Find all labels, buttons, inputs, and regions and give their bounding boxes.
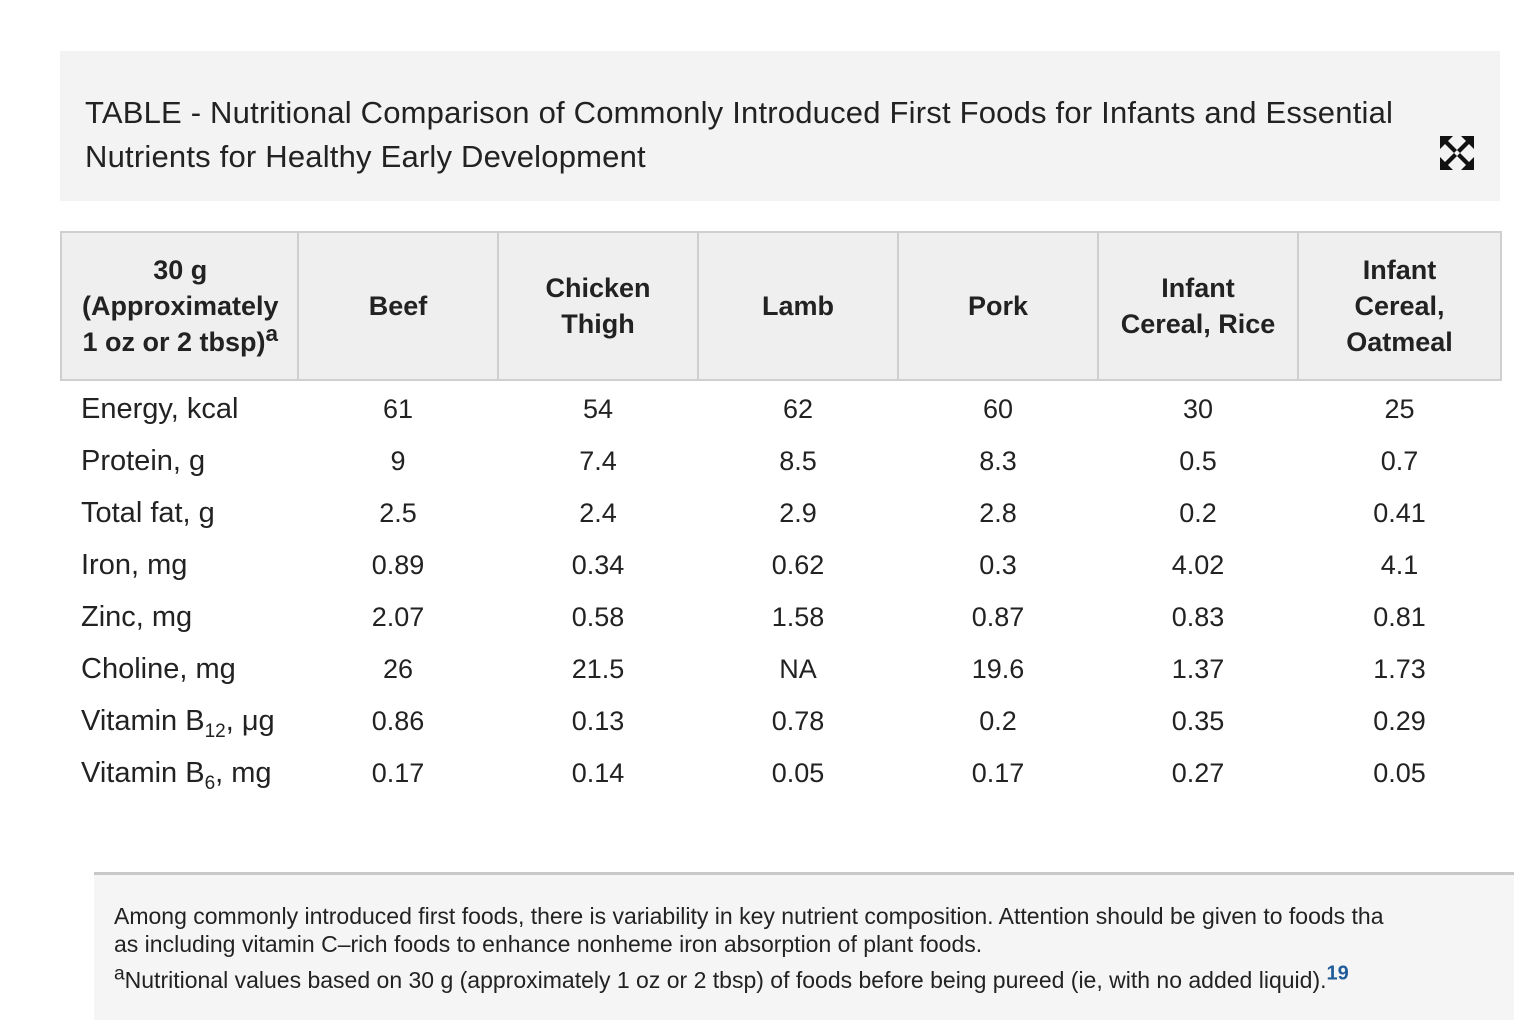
- footnote-note-text: Nutritional values based on 30 g (approx…: [124, 967, 1327, 993]
- table-row: Choline, mg 26 21.5 NA 19.6 1.37 1.73: [61, 643, 1501, 695]
- table-cell: 62: [782, 393, 814, 424]
- row-label: Iron, mg: [81, 548, 188, 581]
- row-label: Choline, mg: [81, 652, 236, 685]
- table-cell: 25: [1384, 393, 1415, 424]
- footnote-marker: a: [265, 321, 279, 346]
- header-lamb: Lamb: [697, 231, 899, 381]
- table-cell: 0.05: [1373, 757, 1426, 788]
- table-cell: 0.34: [571, 549, 625, 580]
- table-cell: 0.29: [1373, 705, 1426, 736]
- table-cell: 2.9: [779, 497, 817, 528]
- table-cell: 30: [1182, 393, 1214, 424]
- table-header-row: 30 g (Approximately 1 oz or 2 tbsp)a Bee…: [60, 231, 1502, 381]
- table-row: Energy, kcal 61 54 62 60 30 25: [61, 380, 1501, 435]
- table-cell: 26: [382, 653, 414, 684]
- header-serving-line3: 1 oz or 2 tbsp): [82, 327, 266, 357]
- header-infant-cereal-rice: Infant Cereal, Rice: [1097, 231, 1299, 381]
- table-cell: 19.6: [971, 653, 1025, 684]
- header-serving-size: 30 g (Approximately 1 oz or 2 tbsp)a: [60, 231, 299, 381]
- table-cell: 0.3: [979, 549, 1017, 580]
- table-cell: 0.86: [371, 705, 425, 736]
- header-beef: Beef: [297, 231, 499, 381]
- row-label: Vitamin B12, μg: [81, 704, 275, 742]
- footnote-description: Among commonly introduced first foods, t…: [114, 902, 1514, 958]
- footnote-note: aNutritional values based on 30 g (appro…: [114, 963, 1349, 994]
- header-pork: Pork: [897, 231, 1099, 381]
- table-cell: 2.4: [579, 497, 617, 528]
- header-chicken-thigh: Chicken Thigh: [497, 231, 699, 381]
- row-label: Protein, g: [81, 444, 206, 477]
- table-cell: 0.27: [1171, 757, 1225, 788]
- header-serving-line1: 30 g: [153, 255, 208, 285]
- table-cell: 2.07: [371, 601, 425, 632]
- table-cell: 0.41: [1373, 497, 1426, 528]
- table-row: Vitamin B12, μg 0.86 0.13 0.78 0.2 0.35 0.29: [61, 695, 1501, 747]
- table-cell: 8.5: [779, 445, 817, 476]
- table-cell: NA: [779, 653, 817, 684]
- table-cell: 0.2: [979, 705, 1017, 736]
- table-cell: 61: [382, 393, 414, 424]
- table-cell: 2.8: [979, 497, 1017, 528]
- table-row: Iron, mg 0.89 0.34 0.62 0.3 4.02 4.1: [61, 539, 1501, 591]
- table-cell: 0.17: [971, 757, 1025, 788]
- table-cell: 1.37: [1171, 653, 1225, 684]
- table-row: Vitamin B6, mg 0.17 0.14 0.05 0.17 0.27 0.05: [61, 747, 1501, 799]
- table-cell: 8.3: [979, 445, 1017, 476]
- table-cell: 4.02: [1171, 549, 1225, 580]
- table-cell: 0.35: [1171, 705, 1225, 736]
- table-cell: 9: [390, 445, 406, 476]
- table-cell: 0.7: [1380, 445, 1419, 476]
- row-label: Vitamin B6, mg: [81, 756, 272, 794]
- table-cell: 0.2: [1179, 497, 1217, 528]
- table-cell: 2.5: [379, 497, 417, 528]
- table-row: Zinc, mg 2.07 0.58 1.58 0.87 0.83 0.81: [61, 591, 1501, 643]
- table-cell: 0.13: [571, 705, 625, 736]
- table-cell: 54: [582, 393, 614, 424]
- table-cell: 21.5: [571, 653, 625, 684]
- table-cell: 60: [982, 393, 1014, 424]
- table-cell: 0.78: [771, 705, 825, 736]
- table-cell: 0.58: [571, 601, 625, 632]
- table-cell: 0.81: [1373, 601, 1426, 632]
- table-cell: 0.14: [571, 757, 625, 788]
- table-cell: 0.89: [371, 549, 425, 580]
- table-cell: 7.4: [579, 445, 617, 476]
- table-cell: 0.05: [771, 757, 825, 788]
- table-cell: 0.62: [771, 549, 825, 580]
- table-cell: 0.17: [371, 757, 425, 788]
- reference-link[interactable]: 19: [1326, 962, 1349, 985]
- row-label: Total fat, g: [81, 496, 215, 529]
- table-cell: 4.1: [1380, 549, 1419, 580]
- header-infant-cereal-oatmeal: Infant Cereal, Oatmeal: [1297, 231, 1502, 381]
- row-label: Energy, kcal: [81, 392, 239, 425]
- nutrition-table: 30 g (Approximately 1 oz or 2 tbsp)a Bee…: [60, 231, 1502, 799]
- table-cell: 1.58: [771, 601, 825, 632]
- table-title: TABLE - Nutritional Comparison of Common…: [85, 95, 1394, 174]
- table-footnote: Among commonly introduced first foods, t…: [94, 872, 1514, 1020]
- header-serving-line2: (Approximately: [82, 291, 279, 321]
- expand-arrows-icon[interactable]: [1438, 134, 1476, 172]
- table-cell: 0.5: [1179, 445, 1217, 476]
- row-label: Zinc, mg: [81, 600, 193, 633]
- table-row: Total fat, g 2.5 2.4 2.9 2.8 0.2 0.41: [61, 487, 1501, 539]
- footnote-note-marker: a: [114, 963, 125, 985]
- table-cell: 1.73: [1373, 653, 1426, 684]
- footnote-line1: Among commonly introduced first foods, t…: [114, 903, 1384, 929]
- table-row: Protein, g 9 7.4 8.5 8.3 0.5 0.7: [61, 435, 1501, 487]
- table-cell: 0.87: [971, 601, 1025, 632]
- table-cell: 0.83: [1171, 601, 1225, 632]
- footnote-line2: as including vitamin C–rich foods to enh…: [114, 931, 983, 957]
- table-title-bar: TABLE - Nutritional Comparison of Common…: [60, 51, 1500, 201]
